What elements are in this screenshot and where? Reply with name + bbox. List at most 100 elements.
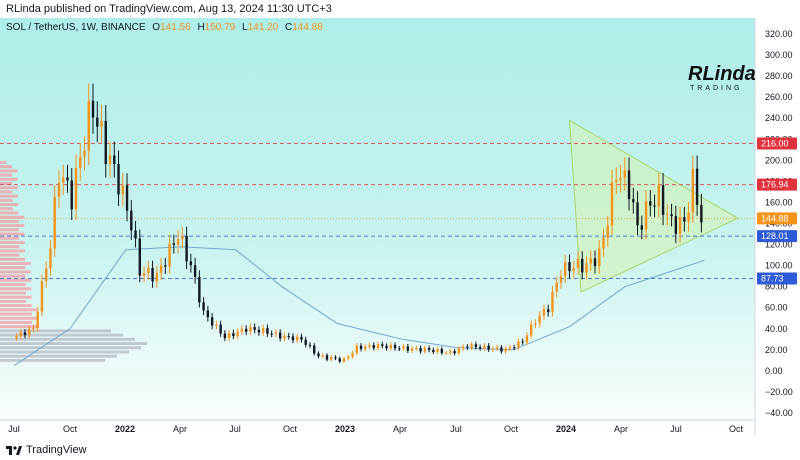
candle-body bbox=[210, 317, 214, 326]
volume-profile-bar bbox=[0, 181, 13, 185]
legend-open-label: O bbox=[152, 22, 160, 33]
candle-body bbox=[649, 201, 652, 206]
candle-body bbox=[521, 341, 524, 343]
candle-body bbox=[508, 347, 512, 349]
candle-body bbox=[291, 336, 295, 341]
candle-body bbox=[589, 258, 592, 264]
tradingview-footer[interactable]: TradingView bbox=[0, 440, 800, 460]
candle-body bbox=[287, 335, 290, 337]
volume-profile-bar bbox=[0, 337, 135, 341]
candle-body bbox=[96, 117, 99, 127]
y-tick-label: 160.00 bbox=[765, 197, 793, 207]
candle-body bbox=[23, 332, 27, 336]
volume-profile-bar bbox=[0, 342, 147, 346]
volume-profile-bar bbox=[0, 173, 13, 177]
volume-profile bbox=[0, 160, 147, 362]
candle-body bbox=[538, 315, 541, 324]
candle-body bbox=[500, 347, 503, 352]
candle-body bbox=[483, 345, 486, 349]
legend-close-value: 144.88 bbox=[292, 22, 323, 33]
candle-body bbox=[683, 217, 686, 222]
y-tick-label: 80.00 bbox=[765, 282, 788, 292]
candle-body bbox=[266, 328, 269, 334]
candle-body bbox=[610, 182, 614, 226]
candle-body bbox=[372, 345, 375, 349]
candle-body bbox=[274, 332, 278, 335]
volume-profile-bar bbox=[0, 346, 141, 350]
candle-body bbox=[45, 268, 48, 282]
candle-body bbox=[559, 276, 563, 283]
volume-profile-bar bbox=[0, 316, 38, 320]
volume-profile-bar bbox=[0, 270, 31, 274]
volume-profile-bar bbox=[0, 169, 18, 173]
candle-body bbox=[198, 276, 201, 303]
candle-body bbox=[393, 344, 397, 349]
candle-body bbox=[32, 328, 35, 330]
candle-body bbox=[466, 346, 469, 348]
y-tick-label: 300.00 bbox=[765, 50, 793, 60]
price-axis-background bbox=[755, 18, 800, 436]
candle-body bbox=[351, 352, 354, 357]
y-tick-label: 0.00 bbox=[765, 366, 783, 376]
price-level-badge bbox=[757, 230, 797, 243]
price-level-label: 144.88 bbox=[761, 213, 789, 223]
x-tick-label: Jul bbox=[229, 424, 241, 434]
candle-body bbox=[564, 262, 567, 277]
volume-profile-bar bbox=[0, 194, 19, 198]
tradingview-logo-icon bbox=[6, 445, 22, 455]
candle-body bbox=[168, 243, 171, 267]
candle-body bbox=[27, 328, 31, 336]
candle-body bbox=[100, 120, 103, 127]
y-tick-label: 100.00 bbox=[765, 261, 793, 271]
price-level-badge bbox=[757, 178, 797, 191]
candle-body bbox=[330, 357, 333, 360]
candle-body bbox=[49, 248, 52, 269]
chart-area[interactable]: 320.00300.00280.00260.00240.00220.00200.… bbox=[0, 18, 800, 438]
volume-profile-bar bbox=[0, 350, 129, 354]
candle-body bbox=[83, 150, 86, 157]
candle-body bbox=[108, 155, 112, 165]
candle-body bbox=[529, 324, 533, 336]
volume-profile-bar bbox=[0, 224, 25, 228]
candle-body bbox=[117, 164, 120, 195]
volume-profile-bar bbox=[0, 165, 12, 169]
watermark-line2: TRADING bbox=[690, 85, 743, 92]
candle-body bbox=[576, 258, 580, 268]
candle-body bbox=[313, 345, 316, 354]
volume-profile-bar bbox=[0, 207, 13, 211]
candle-body bbox=[555, 282, 558, 292]
candle-body bbox=[164, 265, 167, 267]
y-tick-label: 60.00 bbox=[765, 303, 788, 313]
candle-body bbox=[695, 168, 699, 205]
x-tick-label: 2024 bbox=[556, 424, 576, 434]
volume-profile-bar bbox=[0, 186, 18, 190]
candle-body bbox=[304, 339, 307, 345]
price-chart[interactable]: 320.00300.00280.00260.00240.00220.00200.… bbox=[0, 18, 800, 438]
candle-body bbox=[457, 348, 461, 354]
candle-body bbox=[283, 335, 286, 339]
x-tick-label: Jul bbox=[670, 424, 682, 434]
candle-body bbox=[270, 333, 273, 335]
price-level-badge bbox=[757, 272, 797, 285]
candle-body bbox=[36, 311, 39, 329]
candle-body bbox=[585, 263, 588, 273]
candle-body bbox=[142, 272, 146, 276]
candle-body bbox=[334, 357, 337, 359]
volume-profile-bar bbox=[0, 325, 38, 329]
candle-body bbox=[104, 120, 107, 165]
candle-body bbox=[385, 345, 388, 349]
candles bbox=[15, 83, 703, 364]
candle-body bbox=[700, 204, 703, 223]
volume-profile-bar bbox=[0, 177, 18, 181]
candle-body bbox=[542, 309, 546, 316]
volume-profile-bar bbox=[0, 278, 32, 282]
legend-high-value: 150.79 bbox=[205, 22, 236, 33]
candle-body bbox=[53, 196, 56, 249]
candle-body bbox=[113, 155, 116, 165]
candle-body bbox=[389, 344, 393, 349]
candle-body bbox=[512, 347, 516, 349]
candle-body bbox=[70, 180, 73, 210]
moving-average-line bbox=[13, 246, 705, 367]
candle-body bbox=[317, 353, 320, 357]
volume-profile-bar bbox=[0, 240, 25, 244]
